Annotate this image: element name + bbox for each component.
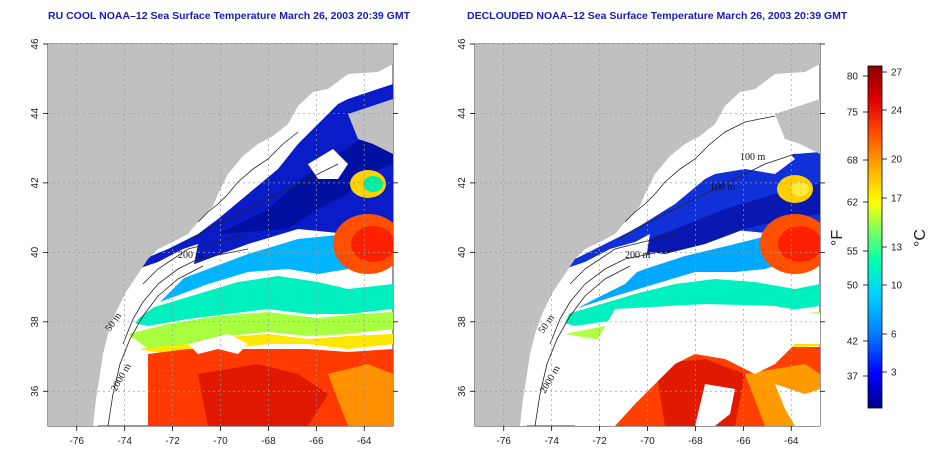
contour-label: 100 m (740, 152, 766, 163)
latitude-tick-label: 38 (30, 316, 41, 328)
contour-label: 100 m (710, 182, 736, 193)
left-map-panel: 50 m 200 m 2000 m -76 -74 -72 -70 -68 -66 -643… (30, 38, 398, 447)
longitude-tick-label: -72 (592, 436, 607, 447)
right-map-title: DECLOUDED NOAA–12 Sea Surface Temperatur… (467, 10, 848, 22)
fahrenheit-tick-label: 42 (847, 337, 859, 348)
latitude-tick-label: 44 (457, 107, 468, 119)
fahrenheit-tick-label: 62 (847, 198, 859, 209)
left-map-title: RU COOL NOAA–12 Sea Surface Temperature … (48, 10, 411, 22)
latitude-tick-label: 36 (30, 385, 41, 397)
celsius-tick-label: 24 (891, 106, 903, 117)
colorbar: 80 75 68 62 55 50 42 37 27 24 20 17 13 10 6 3 °F °C (829, 65, 929, 409)
fahrenheit-tick-label: 68 (847, 156, 859, 167)
celsius-tick-label: 27 (891, 68, 903, 79)
fahrenheit-unit-label: °F (829, 230, 846, 246)
latitude-tick-label: 40 (457, 246, 468, 258)
celsius-tick-label: 17 (891, 194, 903, 205)
latitude-tick-label: 36 (457, 385, 468, 397)
latitude-tick-label: 38 (457, 316, 468, 328)
contour-label: 200 m (178, 250, 204, 261)
celsius-tick-label: 6 (891, 330, 897, 341)
left-grid (48, 43, 393, 426)
longitude-tick-label: -68 (688, 436, 703, 447)
latitude-tick-label: 46 (30, 38, 41, 50)
celsius-tick-label: 20 (891, 155, 903, 166)
longitude-tick-label: -70 (213, 436, 228, 447)
longitude-tick-label: -64 (784, 436, 799, 447)
celsius-unit-label: °C (912, 229, 929, 247)
fahrenheit-tick-label: 37 (847, 372, 859, 383)
longitude-tick-label: -70 (640, 436, 655, 447)
fahrenheit-tick-label: 80 (847, 72, 859, 83)
longitude-tick-label: -72 (165, 436, 180, 447)
right-grid (475, 43, 820, 426)
latitude-tick-label: 42 (457, 177, 468, 189)
fahrenheit-tick-label: 55 (847, 247, 859, 258)
longitude-tick-label: -66 (736, 436, 751, 447)
longitude-tick-label: -66 (309, 436, 324, 447)
latitude-tick-label: 40 (30, 246, 41, 258)
longitude-tick-label: -64 (357, 436, 372, 447)
longitude-tick-label: -76 (70, 436, 85, 447)
fahrenheit-tick-label: 75 (847, 108, 859, 119)
longitude-tick-label: -76 (497, 436, 512, 447)
longitude-tick-label: -74 (544, 436, 559, 447)
celsius-tick-label: 10 (891, 281, 903, 292)
right-map-panel: 100 m 100 m 200 m 50 m 2000 m -76 -74 -72-… (457, 38, 825, 447)
latitude-tick-label: 42 (30, 177, 41, 189)
longitude-tick-label: -74 (117, 436, 132, 447)
latitude-tick-label: 46 (457, 38, 468, 50)
longitude-tick-label: -68 (261, 436, 276, 447)
left-axes: -76 -74 -72 -70 -68 -66 -64 36 38 40 42 44 46 (30, 38, 398, 447)
celsius-tick-label: 3 (891, 368, 897, 379)
celsius-tick-label: 13 (891, 243, 903, 254)
contour-label: 200 m (625, 250, 651, 261)
latitude-tick-label: 44 (30, 107, 41, 119)
fahrenheit-tick-label: 50 (847, 281, 859, 292)
colorbar-ramp (867, 65, 883, 409)
right-axes: -76 -74 -72 -70 -68 -66 -64 36 38 40 42 44 46 (457, 38, 825, 447)
